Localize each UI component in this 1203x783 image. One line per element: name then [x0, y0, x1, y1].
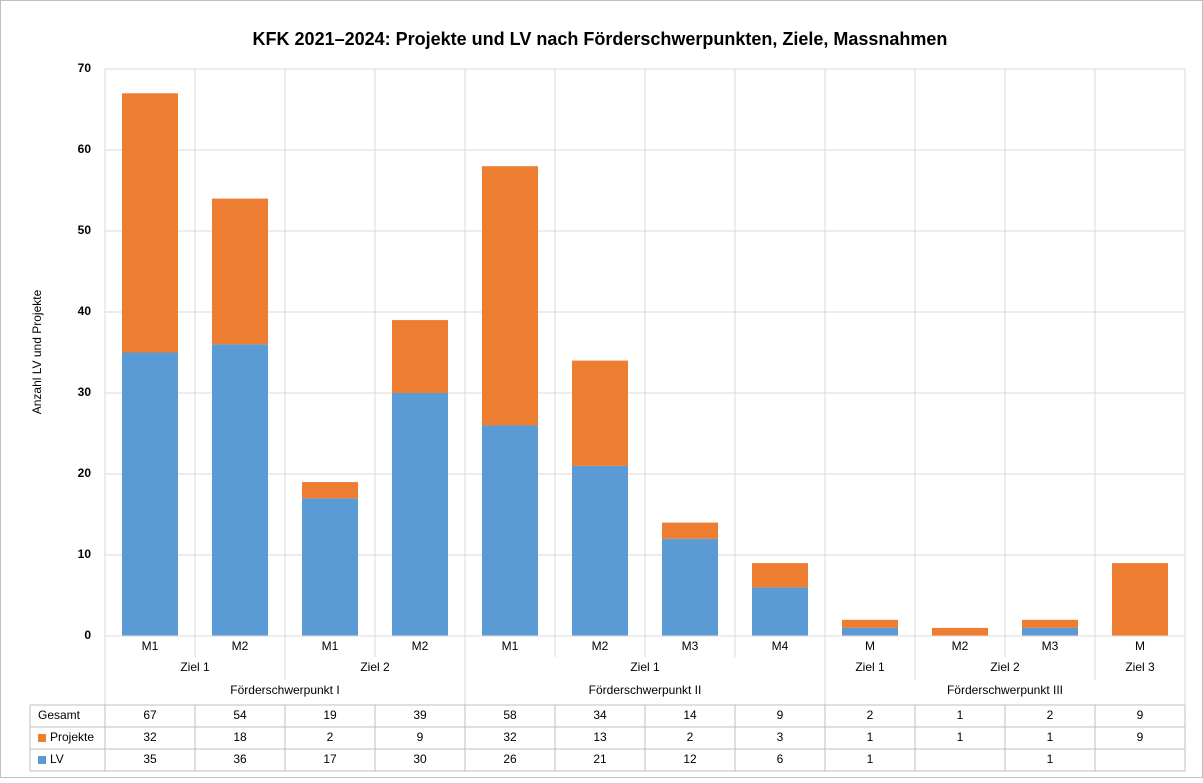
- x-tick-label: M3: [1042, 639, 1059, 653]
- y-tick-label: 60: [78, 142, 92, 156]
- table-cell: 9: [1137, 730, 1144, 744]
- group-label: Ziel 1: [855, 660, 885, 674]
- bar-segment: [752, 563, 808, 588]
- y-axis-label: Anzahl LV und Projekte: [30, 289, 44, 414]
- bar-segment: [572, 360, 628, 466]
- table-cell: 21: [593, 752, 607, 766]
- x-tick-label: M1: [322, 639, 339, 653]
- table-cell: 9: [1137, 708, 1144, 722]
- table-cell: 34: [593, 708, 607, 722]
- bar-segment: [842, 619, 898, 628]
- table-cell: 6: [777, 752, 784, 766]
- table-cell: 67: [143, 708, 157, 722]
- table-cell: 30: [413, 752, 427, 766]
- table-cell: 9: [777, 708, 784, 722]
- table-cell: 26: [503, 752, 517, 766]
- table-cell: 9: [417, 730, 424, 744]
- bar-segment: [662, 538, 718, 636]
- table-cell: 3: [777, 730, 784, 744]
- table-cell: 17: [323, 752, 337, 766]
- table-cell: 2: [1047, 708, 1054, 722]
- group-label: Förderschwerpunkt III: [947, 683, 1063, 697]
- table-cell: 58: [503, 708, 517, 722]
- bar-segment: [752, 587, 808, 636]
- bar-segment: [122, 352, 178, 636]
- x-tick-label: M3: [682, 639, 699, 653]
- group-label: Ziel 2: [360, 660, 390, 674]
- table-cell: 1: [957, 708, 964, 722]
- table-cell: 2: [687, 730, 694, 744]
- bar-segment: [482, 425, 538, 636]
- table-cell: 54: [233, 708, 247, 722]
- bar-segment: [302, 498, 358, 636]
- bar-segment: [572, 465, 628, 636]
- table-cell: 12: [683, 752, 697, 766]
- table-row-label: LV: [50, 752, 64, 766]
- table-cell: 32: [503, 730, 517, 744]
- table-cell: 1: [1047, 730, 1054, 744]
- bar-segment: [1112, 563, 1168, 636]
- bar-segment: [212, 198, 268, 345]
- y-tick-label: 70: [78, 61, 92, 75]
- bar-segment: [392, 320, 448, 393]
- x-tick-label: M1: [502, 639, 519, 653]
- table-cell: 36: [233, 752, 247, 766]
- table-cell: 18: [233, 730, 247, 744]
- x-tick-label: M2: [412, 639, 429, 653]
- x-tick-label: M2: [952, 639, 969, 653]
- table-cell: 1: [1047, 752, 1054, 766]
- table-row-label: Projekte: [50, 730, 94, 744]
- x-tick-label: M: [1135, 639, 1145, 653]
- table-cell: 1: [957, 730, 964, 744]
- bar-segment: [1022, 619, 1078, 628]
- table-cell: 1: [867, 730, 874, 744]
- y-tick-label: 10: [78, 547, 92, 561]
- y-tick-label: 30: [78, 385, 92, 399]
- group-label: Ziel 2: [990, 660, 1020, 674]
- bar-segment: [122, 93, 178, 353]
- x-tick-label: M2: [592, 639, 609, 653]
- bar-segment: [1022, 627, 1078, 636]
- legend-key: [38, 756, 46, 764]
- x-tick-label: M2: [232, 639, 249, 653]
- table-cell: 2: [327, 730, 334, 744]
- table-row-label: Gesamt: [38, 708, 81, 722]
- table-cell: 2: [867, 708, 874, 722]
- group-label: Ziel 1: [630, 660, 660, 674]
- y-tick-label: 40: [78, 304, 92, 318]
- table-cell: 35: [143, 752, 157, 766]
- bar-segment: [212, 344, 268, 636]
- y-tick-label: 50: [78, 223, 92, 237]
- legend-key: [38, 734, 46, 742]
- group-label: Förderschwerpunkt II: [589, 683, 702, 697]
- bar-segment: [842, 627, 898, 636]
- group-label: Förderschwerpunkt I: [230, 683, 339, 697]
- bar-segment: [662, 522, 718, 539]
- bar-segment: [392, 393, 448, 636]
- bar-segment: [482, 166, 538, 426]
- table-cell: 32: [143, 730, 157, 744]
- y-tick-label: 20: [78, 466, 92, 480]
- bar-segment: [302, 482, 358, 499]
- x-tick-label: M1: [142, 639, 159, 653]
- bar-segment: [932, 627, 988, 636]
- chart-title: KFK 2021–2024: Projekte und LV nach Förd…: [253, 29, 948, 49]
- table-cell: 14: [683, 708, 697, 722]
- table-cell: 19: [323, 708, 337, 722]
- group-label: Ziel 1: [180, 660, 210, 674]
- y-tick-label: 0: [84, 628, 91, 642]
- x-tick-label: M: [865, 639, 875, 653]
- table-cell: 39: [413, 708, 427, 722]
- table-cell: 1: [867, 752, 874, 766]
- table-cell: 13: [593, 730, 607, 744]
- x-tick-label: M4: [772, 639, 789, 653]
- group-label: Ziel 3: [1125, 660, 1155, 674]
